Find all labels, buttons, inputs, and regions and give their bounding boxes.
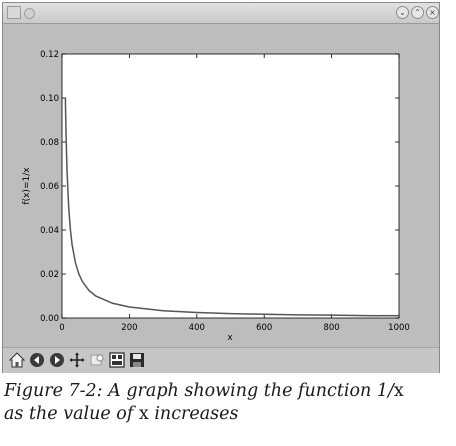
caption-part-1: Figure 7-2: A graph showing the function… (4, 381, 394, 401)
y-tick-label: 0.00 (40, 314, 59, 324)
window-menu-icon[interactable] (24, 8, 35, 19)
x-tick-label: 0 (59, 323, 64, 333)
y-tick-label: 0.08 (40, 138, 59, 148)
axis-ticks (61, 53, 400, 319)
pan-icon[interactable] (69, 352, 85, 368)
y-tick-label: 0.04 (40, 226, 59, 236)
tick-labels: 0 200 400 600 800 1000 0.00 0.02 0.04 0.06 0.08 0.1… (40, 50, 410, 333)
chart: 0 200 400 600 800 1000 0.00 0.02 0.04 0.06 0.08 0.1… (22, 50, 410, 343)
x-tick-label: 200 (121, 323, 137, 333)
caption-x-1: x (393, 381, 404, 401)
figure-caption: Figure 7-2: A graph showing the function… (4, 380, 454, 426)
zoom-icon[interactable] (89, 352, 105, 368)
subplots-icon[interactable] (109, 352, 125, 368)
minimize-icon[interactable]: ⌄ (396, 6, 409, 19)
close-icon[interactable]: × (426, 6, 439, 19)
caption-part-2: as the value of (4, 404, 139, 424)
y-tick-label: 0.02 (40, 270, 59, 280)
forward-icon[interactable] (49, 352, 65, 368)
y-tick-label: 0.12 (40, 50, 59, 60)
x-tick-label: 400 (189, 323, 205, 333)
caption-x-2: x (138, 404, 149, 424)
home-icon[interactable] (9, 352, 25, 368)
x-axis-label: x (227, 333, 233, 343)
figure-canvas: 0 200 400 600 800 1000 0.00 0.02 0.04 0.06 0.08 0.1… (4, 24, 438, 347)
maximize-icon[interactable]: ⌃ (411, 6, 424, 19)
title-bar: ⌄ ⌃ × (3, 3, 439, 24)
caption-part-3: increases (148, 404, 239, 424)
axes-background (61, 53, 400, 319)
x-tick-label: 1000 (388, 323, 410, 333)
navigation-toolbar (3, 347, 439, 373)
app-icon (7, 6, 21, 19)
y-tick-label: 0.06 (40, 182, 59, 192)
plot-window: ⌄ ⌃ × 0 200 400 600 800 1000 0.00 0.02 0.04 0.06 0… (2, 2, 440, 373)
save-icon[interactable] (129, 352, 145, 368)
back-icon[interactable] (29, 352, 45, 368)
series-line-1-over-x (64, 97, 400, 317)
x-tick-label: 600 (256, 323, 272, 333)
x-tick-label: 800 (323, 323, 339, 333)
y-axis-label: f(x)=1/x (22, 167, 32, 205)
y-tick-label: 0.10 (40, 94, 59, 104)
